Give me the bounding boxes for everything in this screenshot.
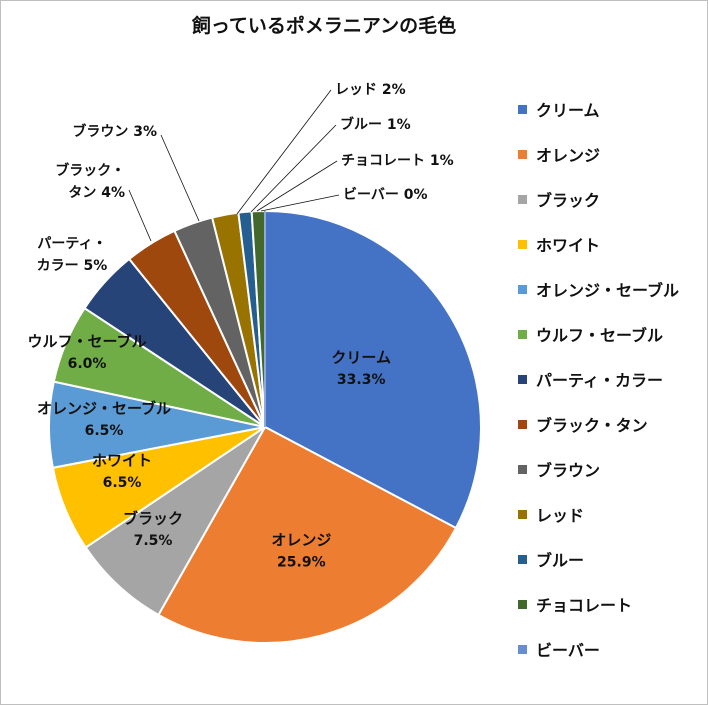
legend-swatch (518, 420, 527, 429)
leader-line (256, 160, 338, 212)
legend-item: ブラック (518, 185, 708, 230)
legend-swatch (518, 375, 527, 384)
data-label-5: ウルフ・セーブル (27, 333, 146, 351)
legend-item: ホワイト (518, 230, 708, 275)
data-label-3: ホワイト (92, 452, 152, 470)
legend-item: チョコレート (518, 590, 708, 635)
legend-swatch (518, 555, 527, 564)
slice-0 (264, 209, 482, 530)
data-label-5: 6.0% (68, 356, 107, 372)
data-label-4: オレンジ・セーブル (37, 400, 171, 418)
legend-swatch (518, 645, 527, 654)
legend-item: ブルー (518, 545, 708, 590)
data-label-7: タン 4% (68, 185, 125, 201)
data-label-0: 33.3% (337, 372, 386, 388)
legend-swatch (518, 240, 527, 249)
leader-line (236, 89, 332, 215)
slice-1 (157, 425, 458, 644)
data-label-1: 25.9% (277, 554, 326, 570)
legend-label: ウルフ・セーブル (536, 326, 664, 345)
legend-label: ブラウン (536, 461, 601, 480)
legend-item: オレンジ (518, 140, 708, 185)
legend-swatch (518, 195, 527, 204)
legend-label: パーティ・カラー (536, 371, 664, 390)
legend-swatch (518, 105, 527, 114)
legend-label: ビーバー (536, 641, 600, 660)
legend-item: ブラック・タン (518, 410, 708, 455)
data-label-2: 7.5% (134, 533, 173, 549)
legend-item: ウルフ・セーブル (518, 320, 708, 365)
legend-label: チョコレート (536, 596, 633, 615)
legend-label: レッド (536, 506, 585, 525)
data-label-1: オレンジ (271, 531, 331, 549)
leader-line (160, 134, 200, 222)
data-label-2: ブラック (123, 510, 183, 528)
data-label-7: ブラック・ (55, 162, 125, 179)
legend-item: クリーム (518, 95, 708, 140)
legend-swatch (518, 600, 527, 609)
data-label-8: ブラウン 3% (72, 123, 157, 140)
legend-swatch (518, 150, 527, 159)
legend-item: ビーバー (518, 635, 708, 680)
legend-item: オレンジ・セーブル (518, 275, 708, 320)
legend-label: ホワイト (536, 236, 601, 255)
legend-swatch (518, 285, 527, 294)
legend-label: ブラック (536, 191, 601, 210)
legend-label: オレンジ (536, 146, 601, 165)
data-label-9: レッド 2% (335, 82, 406, 98)
legend-label: オレンジ・セーブル (536, 281, 680, 300)
data-label-11: チョコレート 1% (341, 153, 454, 169)
legend-label: ブルー (536, 551, 585, 570)
leader-line (128, 189, 152, 242)
leader-line (250, 124, 337, 213)
data-label-6: パーティ・ (37, 236, 106, 252)
legend-label: クリーム (536, 101, 600, 120)
legend-item: ブラウン (518, 455, 708, 500)
leader-line (260, 194, 340, 212)
data-label-4: 6.5% (85, 423, 124, 439)
data-label-10: ブルー 1% (340, 116, 411, 133)
chart-title: 飼っているポメラニアンの毛色 (191, 15, 457, 37)
data-label-6: カラー 5% (37, 258, 108, 274)
legend: クリームオレンジブラックホワイトオレンジ・セーブル ウルフ・セーブル パーティ・カラ… (518, 95, 708, 680)
slice-2 (84, 426, 266, 617)
data-label-12: ビーバー 0% (343, 187, 428, 203)
data-label-3: 6.5% (103, 475, 142, 491)
legend-item: パーティ・カラー (518, 365, 708, 410)
legend-swatch (518, 510, 527, 519)
legend-swatch (518, 330, 527, 339)
legend-item: レッド (518, 500, 708, 545)
legend-swatch (518, 465, 527, 474)
legend-label: ブラック・タン (536, 416, 648, 435)
data-label-0: クリーム (331, 349, 391, 367)
